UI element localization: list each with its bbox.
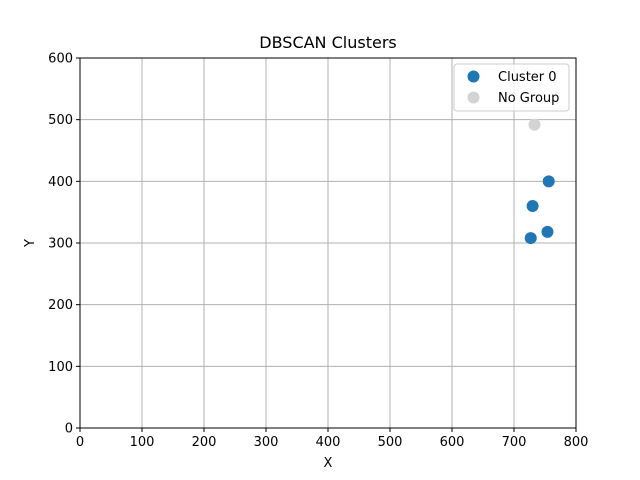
data-point-no-group bbox=[528, 118, 541, 131]
y-tick-label: 0 bbox=[65, 422, 73, 437]
y-tick-label: 500 bbox=[48, 113, 73, 128]
y-tick-label: 200 bbox=[48, 298, 73, 313]
legend-box bbox=[453, 63, 570, 112]
y-tick-label: 600 bbox=[48, 52, 73, 67]
x-tick-label: 200 bbox=[192, 435, 217, 450]
x-tick-label: 100 bbox=[130, 435, 155, 450]
data-point-cluster-0 bbox=[524, 232, 537, 245]
legend-marker-no-group bbox=[467, 91, 480, 104]
x-tick-label: 400 bbox=[316, 435, 341, 450]
x-axis-title: X bbox=[324, 456, 333, 471]
legend-label-cluster-0: Cluster 0 bbox=[498, 70, 557, 85]
y-axis-title: Y bbox=[23, 239, 38, 248]
x-tick-label: 600 bbox=[440, 435, 465, 450]
legend-label-no-group: No Group bbox=[498, 91, 559, 106]
axis-ticks: 0 100 200 300 400 500 600 700 800 0 100 200 300 400 50… bbox=[48, 52, 588, 451]
y-tick-label: 300 bbox=[48, 237, 73, 252]
x-tick-label: 700 bbox=[502, 435, 527, 450]
data-point-cluster-0 bbox=[542, 175, 555, 188]
y-tick-label: 100 bbox=[48, 360, 73, 375]
data-point-cluster-0 bbox=[541, 225, 554, 238]
legend-marker-cluster-0 bbox=[467, 70, 480, 83]
x-tick-label: 0 bbox=[76, 435, 84, 450]
chart-title: DBSCAN Clusters bbox=[259, 33, 396, 52]
data-points bbox=[524, 118, 555, 245]
data-point-cluster-0 bbox=[526, 200, 539, 212]
x-tick-label: 800 bbox=[564, 435, 589, 450]
y-tick-label: 400 bbox=[48, 175, 73, 190]
legend: Cluster 0 No Group bbox=[453, 63, 570, 112]
x-tick-label: 300 bbox=[254, 435, 279, 450]
x-tick-label: 500 bbox=[378, 435, 403, 450]
